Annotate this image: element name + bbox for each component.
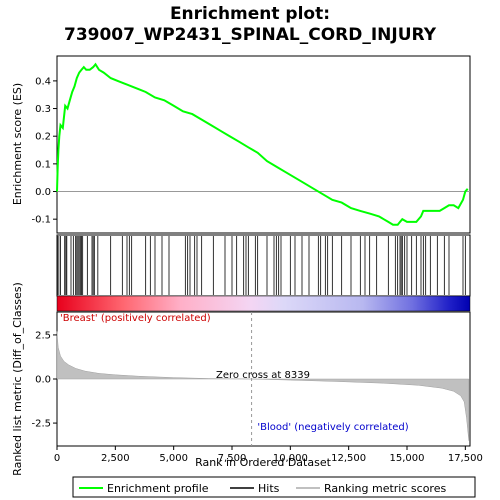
hits-group (57, 236, 466, 295)
metric-x-ticks: 0 2,500 5,000 7,500 10,000 12,500 15,000 17,500 (54, 446, 483, 464)
legend-hits-label: Hits (258, 482, 280, 495)
es-y-tick-label: 0.1 (35, 159, 51, 170)
hits-panel (56, 234, 471, 297)
es-y-tick-label: 0.3 (35, 104, 51, 115)
ranked-metric-panel: -2.5 0.0 2.5 0 2,500 5,000 7,500 10,000 12,500 1… (11, 282, 483, 476)
legend-frame (72, 476, 476, 498)
x-tick-label: 0 (54, 453, 60, 464)
metric-y-ticks: -2.5 0.0 2.5 (31, 330, 57, 430)
legend-ranking-label: Ranking metric scores (324, 482, 446, 495)
enrichment-panel: -0.1 0.0 0.1 0.2 0.3 0.4 Enrichment score (ES… (11, 55, 471, 234)
es-y-ticks: -0.1 0.0 0.1 0.2 0.3 0.4 (31, 76, 57, 226)
x-tick-label: 2,500 (101, 453, 130, 464)
x-tick-label: 10,000 (273, 453, 308, 464)
es-y-tick-label: 0.0 (35, 187, 51, 198)
es-y-axis-label: Enrichment score (ES) (11, 83, 24, 205)
positive-annotation: 'Breast' (positively correlated) (60, 313, 211, 324)
enrichment-profile-line (56, 62, 469, 226)
metric-y-tick-label: 0.0 (35, 375, 51, 386)
x-tick-label: 12,500 (331, 453, 366, 464)
legend: Enrichment profile Hits Ranking metric s… (72, 476, 476, 498)
es-y-tick-label: 0.2 (35, 132, 51, 143)
ranking-metric-area (56, 331, 470, 441)
enrichment-panel-frame (56, 55, 471, 234)
chart-title-line1: Enrichment plot: (170, 4, 330, 24)
legend-enrichment-label: Enrichment profile (107, 482, 209, 495)
negative-annotation: 'Blood' (negatively correlated) (257, 422, 408, 433)
x-tick-label: 15,000 (390, 453, 425, 464)
x-tick-label: 7,500 (218, 453, 247, 464)
hits-panel-frame (56, 234, 471, 297)
zero-cross-annotation: Zero cross at 8339 (216, 370, 310, 381)
x-tick-label: 17,500 (448, 453, 483, 464)
x-axis-label: Rank in Ordered Dataset (195, 456, 332, 469)
es-y-tick-label: -0.1 (31, 215, 51, 226)
metric-y-axis-label: Ranked list metric (Diff_of_Classes) (11, 282, 24, 476)
x-tick-label: 5,000 (159, 453, 188, 464)
metric-y-tick-label: 2.5 (35, 330, 51, 341)
chart-title-line2: 739007_WP2431_SPINAL_CORD_INJURY (64, 25, 437, 45)
es-y-tick-label: 0.4 (35, 76, 51, 87)
ranking-color-bar (56, 295, 471, 312)
metric-y-tick-label: -2.5 (31, 419, 51, 430)
